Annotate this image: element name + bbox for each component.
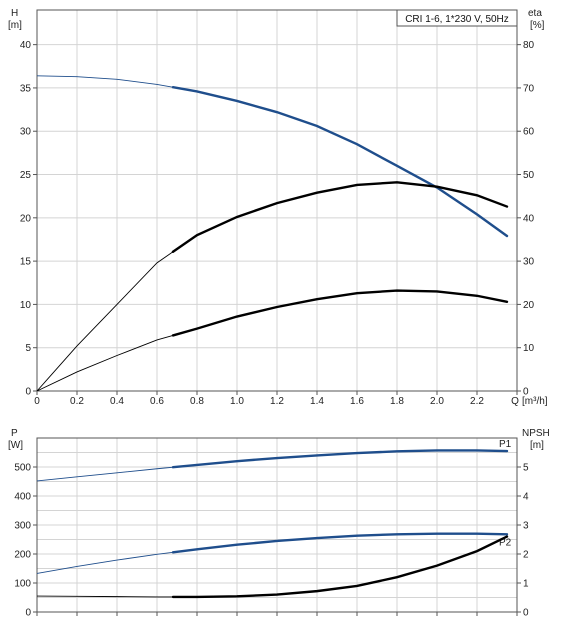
series-line-operating: [171, 181, 509, 253]
y-tick-label-right: 4: [523, 492, 529, 503]
series-label: P2: [499, 537, 512, 548]
x-tick-label: 1.0: [230, 396, 244, 407]
y-tick-label-left: 5: [25, 343, 31, 354]
y-axis-title-right: eta: [528, 8, 542, 19]
y-axis-unit-right: [%]: [530, 20, 545, 31]
y-tick-label-right: 60: [523, 127, 535, 138]
y-tick-label-right: 10: [523, 343, 535, 354]
y-tick-label-left: 10: [20, 300, 32, 311]
y-tick-label-left: 400: [14, 492, 31, 503]
x-tick-label: 2.0: [430, 396, 444, 407]
chart-title-box: [396, 9, 518, 27]
x-tick-label: 0.6: [150, 396, 164, 407]
x-tick-label: 1.2: [270, 396, 284, 407]
y-axis-unit-left: [W]: [8, 440, 23, 451]
y-tick-label-left: 20: [20, 213, 32, 224]
y-tick-label-left: 300: [14, 521, 31, 532]
y-tick-label-left: 30: [20, 127, 32, 138]
series-label: P1: [499, 439, 512, 450]
y-tick-label-left: 500: [14, 463, 31, 474]
y-axis-title-left: P: [11, 428, 18, 439]
y-axis-unit-left: [m]: [8, 20, 22, 31]
x-tick-label: 1.8: [390, 396, 404, 407]
x-tick-label: 0.4: [110, 396, 124, 407]
y-tick-label-left: 15: [20, 257, 32, 268]
y-tick-label-left: 200: [14, 550, 31, 561]
y-tick-label-right: 30: [523, 257, 535, 268]
y-tick-label-right: 1: [523, 579, 529, 590]
y-tick-label-right: 3: [523, 521, 529, 532]
y-tick-label-left: 0: [25, 608, 31, 619]
x-tick-label: 0: [34, 396, 40, 407]
x-tick-label: Q: [511, 396, 519, 407]
y-axis-unit-right: [m]: [530, 440, 544, 451]
x-tick-label: 0.8: [190, 396, 204, 407]
y-tick-label-right: 0: [523, 387, 529, 398]
series-line-operating: [171, 535, 509, 599]
y-tick-label-right: 0: [523, 608, 529, 619]
chart-title: CRI 1-6, 1*230 V, 50Hz: [405, 14, 509, 25]
y-tick-label-right: 2: [523, 550, 529, 561]
y-tick-label-right: 20: [523, 300, 535, 311]
y-tick-label-left: 0: [25, 387, 31, 398]
y-tick-label-left: 100: [14, 579, 31, 590]
y-tick-label-right: 40: [523, 213, 535, 224]
y-tick-label-right: 80: [523, 40, 535, 51]
y-tick-label-left: 25: [20, 170, 32, 181]
y-tick-label-right: 50: [523, 170, 535, 181]
y-tick-label-left: 35: [20, 83, 32, 94]
series-line-operating: [171, 449, 509, 469]
x-tick-label: 2.2: [470, 396, 484, 407]
y-tick-label-right: 70: [523, 83, 535, 94]
y-axis-title-left: H: [11, 8, 18, 19]
series-line-operating: [171, 532, 509, 554]
x-tick-label: 1.4: [310, 396, 324, 407]
x-tick-label: 0.2: [70, 396, 84, 407]
series-line-operating: [171, 86, 509, 238]
series-line-operating: [171, 289, 509, 337]
y-tick-label-right: 5: [523, 463, 529, 474]
y-axis-title-right: NPSH: [522, 428, 550, 439]
x-axis-unit: [m³/h]: [522, 396, 548, 407]
y-tick-label-left: 40: [20, 40, 32, 51]
x-tick-label: 1.6: [350, 396, 364, 407]
